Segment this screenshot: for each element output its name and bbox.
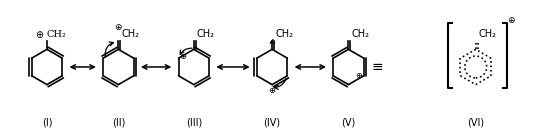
Text: ⊕: ⊕ [507,16,515,25]
Text: CH₂: CH₂ [275,29,293,39]
Text: CH₂: CH₂ [351,29,370,39]
Text: ≡: ≡ [372,60,383,74]
Text: ⊕: ⊕ [35,30,43,40]
Text: (II): (II) [112,118,125,128]
Text: ⊕: ⊕ [179,52,186,61]
Text: CH₂: CH₂ [197,29,215,39]
Text: ⊕: ⊕ [269,86,275,95]
Text: CH₂: CH₂ [47,30,66,39]
Text: CH₂: CH₂ [479,29,497,39]
Text: (I): (I) [42,118,52,128]
Text: ⊕: ⊕ [114,23,121,32]
Text: (VI): (VI) [467,118,484,128]
Text: (IV): (IV) [264,118,281,128]
Text: (V): (V) [341,118,356,128]
Text: CH₂: CH₂ [121,29,140,39]
Text: (III): (III) [186,118,202,128]
Text: ⊕: ⊕ [355,71,362,80]
